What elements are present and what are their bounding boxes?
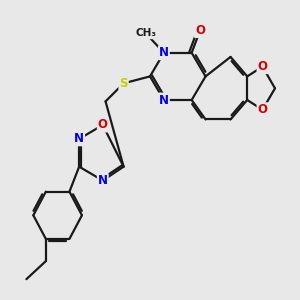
Text: S: S — [119, 77, 128, 90]
Text: N: N — [74, 132, 84, 146]
Text: O: O — [257, 60, 268, 73]
Text: CH₃: CH₃ — [135, 28, 156, 38]
Text: O: O — [98, 118, 108, 131]
Text: O: O — [195, 24, 205, 37]
Text: N: N — [159, 94, 169, 106]
Text: N: N — [159, 46, 169, 59]
Text: O: O — [257, 103, 268, 116]
Text: N: N — [98, 174, 108, 187]
